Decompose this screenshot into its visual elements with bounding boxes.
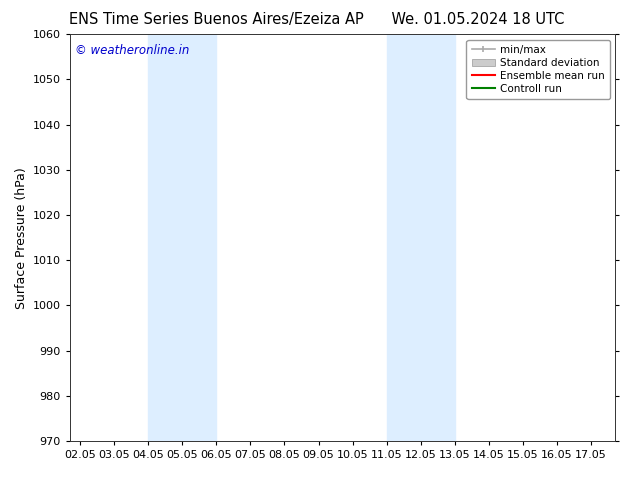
Y-axis label: Surface Pressure (hPa): Surface Pressure (hPa)	[15, 167, 29, 309]
Bar	[148, 34, 216, 441]
Legend: min/max, Standard deviation, Ensemble mean run, Controll run: min/max, Standard deviation, Ensemble me…	[467, 40, 610, 99]
Text: © weatheronline.in: © weatheronline.in	[75, 45, 190, 57]
Bar	[387, 34, 455, 441]
Text: ENS Time Series Buenos Aires/Ezeiza AP      We. 01.05.2024 18 UTC: ENS Time Series Buenos Aires/Ezeiza AP W…	[69, 12, 565, 27]
